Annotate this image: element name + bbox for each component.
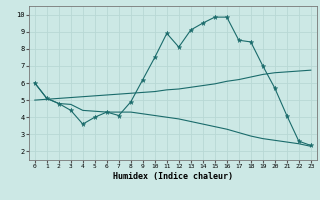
X-axis label: Humidex (Indice chaleur): Humidex (Indice chaleur): [113, 172, 233, 181]
